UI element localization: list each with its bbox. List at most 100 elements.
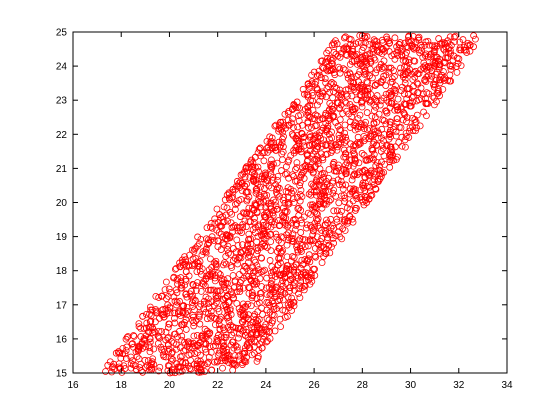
data-point [378, 134, 385, 142]
data-point [265, 182, 273, 190]
data-point [258, 173, 266, 181]
data-point [325, 188, 333, 196]
data-point [421, 41, 429, 49]
data-point [271, 218, 279, 226]
data-point [254, 163, 262, 171]
data-point [422, 112, 430, 120]
data-point [149, 324, 156, 332]
data-point [174, 308, 182, 316]
data-point [357, 39, 365, 47]
data-point [279, 118, 287, 126]
data-point [314, 222, 322, 230]
data-point [410, 45, 418, 53]
data-point [213, 287, 221, 295]
data-point [216, 211, 224, 219]
data-point [290, 268, 298, 276]
data-point [242, 314, 250, 321]
data-point [361, 167, 369, 175]
data-point [162, 278, 170, 286]
data-point [208, 312, 216, 320]
data-point [301, 243, 309, 250]
data-point [390, 67, 397, 74]
data-point [311, 134, 318, 142]
data-point [427, 53, 434, 61]
data-point [296, 182, 304, 189]
data-point [358, 99, 366, 107]
data-point [286, 275, 294, 283]
data-point [261, 230, 269, 238]
data-point [377, 148, 385, 155]
data-point [372, 185, 380, 193]
y-tick-label: 23 [56, 96, 68, 107]
x-tick-label: 32 [453, 380, 465, 391]
data-point [325, 62, 333, 70]
data-point [166, 304, 174, 312]
data-point [361, 125, 368, 133]
data-point [368, 45, 376, 53]
data-point [297, 277, 305, 285]
data-point [363, 33, 371, 40]
data-point [369, 40, 377, 48]
data-point [331, 141, 339, 148]
data-point [466, 47, 474, 55]
data-point [108, 368, 116, 376]
data-point [314, 143, 322, 150]
data-point [346, 185, 354, 193]
data-point [411, 116, 419, 123]
data-point [336, 233, 344, 241]
data-point [259, 311, 266, 318]
data-point [225, 313, 233, 321]
data-point [323, 128, 330, 135]
data-point [225, 352, 233, 359]
data-point [391, 89, 399, 97]
data-point [228, 194, 236, 202]
data-point [453, 63, 460, 70]
data-point [148, 358, 156, 366]
data-point [330, 49, 338, 56]
data-point [291, 226, 299, 234]
data-point [456, 44, 464, 52]
data-point [178, 367, 186, 375]
data-point [357, 123, 365, 131]
data-point [340, 217, 348, 224]
data-point [326, 249, 334, 257]
data-point [119, 350, 126, 357]
x-tick-label: 20 [164, 380, 176, 391]
data-point [435, 63, 443, 70]
data-point [127, 353, 135, 361]
data-point [316, 90, 323, 97]
data-point [272, 230, 280, 238]
data-point [311, 223, 319, 231]
data-point [249, 272, 257, 280]
data-point [314, 210, 321, 218]
data-point [422, 38, 430, 46]
data-point [270, 160, 277, 168]
data-point [266, 301, 274, 309]
data-point [258, 283, 266, 290]
data-point [287, 152, 295, 159]
data-point [185, 340, 193, 348]
data-point [217, 230, 225, 238]
data-point [316, 197, 323, 205]
data-point [255, 195, 263, 203]
x-tick-label: 28 [357, 380, 369, 391]
data-point [325, 117, 333, 125]
data-point [445, 43, 453, 51]
data-point [350, 52, 357, 59]
data-point [335, 222, 343, 230]
data-point [276, 221, 284, 229]
data-point [298, 248, 305, 255]
data-point [324, 234, 332, 242]
data-point [295, 290, 302, 298]
data-point [413, 79, 421, 87]
data-point [367, 133, 375, 140]
data-point [253, 185, 261, 193]
data-point [207, 255, 214, 263]
data-point [310, 188, 318, 196]
data-point [344, 217, 352, 225]
data-point [209, 342, 217, 350]
data-point [158, 328, 166, 335]
data-point [237, 254, 245, 262]
data-point [273, 190, 281, 198]
data-point [328, 102, 336, 110]
